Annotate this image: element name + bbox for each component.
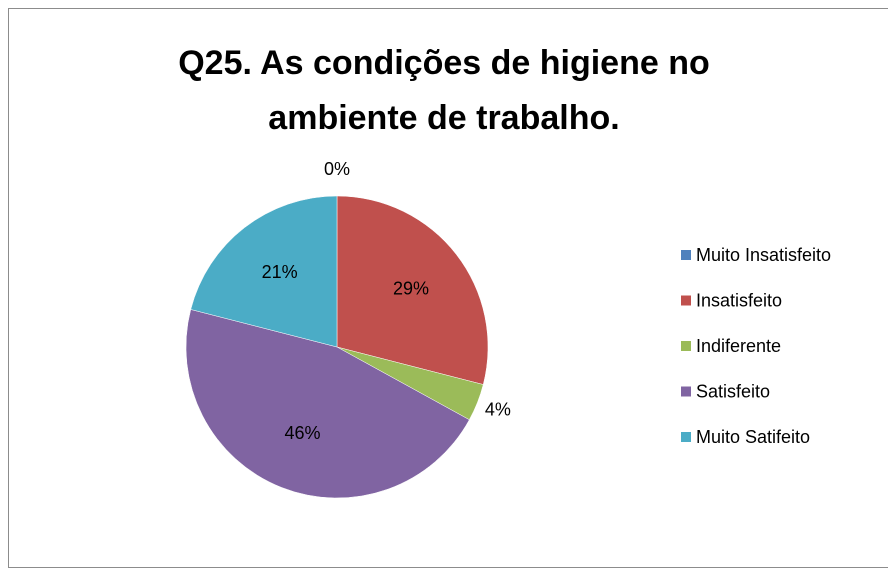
data-label: 46%: [285, 423, 321, 443]
legend-label: Indiferente: [696, 336, 781, 356]
data-label: 29%: [393, 278, 429, 298]
data-label: 21%: [262, 262, 298, 282]
legend-label: Muito Satifeito: [696, 427, 810, 447]
data-label: 0%: [324, 159, 350, 179]
legend-label: Muito Insatisfeito: [696, 245, 831, 265]
legend-label: Satisfeito: [696, 381, 770, 401]
pie-slice: [336, 195, 489, 385]
legend-swatch: [681, 386, 691, 397]
chart-title: Q25. As condições de higiene no ambiente…: [178, 44, 710, 137]
legend-label: Insatisfeito: [696, 290, 782, 310]
page: Q25. As condições de higiene no ambiente…: [8, 8, 888, 568]
legend-swatch: [681, 250, 691, 260]
legend-swatch: [681, 341, 691, 351]
pie-slice: [185, 309, 470, 499]
legend-swatch: [681, 295, 691, 306]
pie-slice: [190, 195, 338, 348]
legend-swatch: [681, 432, 691, 442]
chart: 0% 29% 4% 46% 21% Muito Insatisfeito Insatisfe…: [185, 159, 831, 499]
data-label: 4%: [485, 399, 511, 419]
